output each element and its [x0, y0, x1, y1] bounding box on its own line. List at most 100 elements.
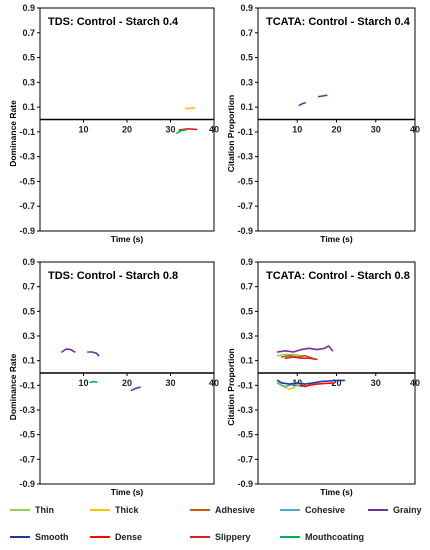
y-tick-label: 0.1: [22, 356, 35, 366]
series-line: [89, 380, 98, 384]
series-line: [300, 382, 334, 388]
y-tick-label: -0.1: [237, 127, 253, 137]
y-tick-label: 0.5: [240, 306, 253, 316]
legend-label: Cohesive: [305, 505, 345, 515]
y-tick-label: -0.9: [19, 479, 35, 489]
legend-label: Slippery: [215, 532, 251, 542]
chart-panel: 0.90.70.50.30.1-0.1-0.3-0.5-0.7-0.910 20 3…: [226, 257, 420, 497]
y-tick-label: -0.9: [19, 226, 35, 236]
legend-item: Mouthcoating: [280, 532, 364, 542]
legend-item: Adhesive: [190, 505, 255, 515]
series-line: [298, 102, 306, 107]
y-tick-label: -0.9: [237, 226, 253, 236]
y-tick-label: -0.7: [19, 454, 35, 464]
series-line: [178, 128, 198, 131]
legend-label: Thin: [35, 505, 54, 515]
x-tick-label: 40: [410, 125, 420, 135]
y-tick-label: 0.5: [22, 53, 35, 63]
y-tick-label: 0.9: [240, 3, 253, 13]
y-tick-label: 0.7: [22, 282, 35, 292]
y-tick-label: -0.7: [237, 201, 253, 211]
y-tick-label: -0.5: [19, 430, 35, 440]
y-tick-label: 0.5: [22, 306, 35, 316]
y-tick-label: -0.3: [237, 405, 253, 415]
legend-label: Thick: [115, 505, 140, 515]
y-tick-label: -0.7: [237, 454, 253, 464]
y-tick-label: -0.1: [19, 380, 35, 390]
legend-label: Grainy: [393, 505, 422, 515]
x-tick-label: 20: [122, 378, 132, 388]
chart-title: TDS: Control - Starch 0.4: [48, 16, 179, 28]
y-tick-label: -0.5: [237, 430, 253, 440]
series-line: [276, 379, 346, 385]
x-tick-label: 30: [371, 378, 381, 388]
y-tick-label: 0.9: [22, 257, 35, 267]
series-line: [276, 382, 306, 388]
x-tick-label: 30: [165, 378, 175, 388]
chart-title: TCATA: Control - Starch 0.4: [266, 16, 411, 28]
series-line: [176, 129, 187, 134]
legend-item: Cohesive: [280, 505, 345, 515]
chart-panel: 0.90.70.50.30.1-0.1-0.3-0.5-0.7-0.910 20 3…: [226, 3, 420, 244]
x-tick-label: 40: [410, 378, 420, 388]
y-tick-label: 0.3: [22, 331, 35, 341]
chart-title: TCATA: Control - Starch 0.8: [266, 270, 410, 282]
y-tick-label: 0.7: [240, 28, 253, 38]
y-tick-label: -0.7: [19, 201, 35, 211]
y-tick-label: 0.3: [240, 331, 253, 341]
y-tick-label: 0.3: [22, 77, 35, 87]
legend: Thin Thick Adhesive Cohesive Grainy Smooth Den…: [10, 505, 422, 542]
legend-item: Thick: [90, 505, 140, 515]
chart-title: TDS: Control - Starch 0.8: [48, 270, 178, 282]
legend-item: Dense: [90, 532, 142, 542]
series-line: [284, 356, 318, 361]
chart-panel: 0.9 0.7 0.5 0.3 0.1 -0.1 -0.3 -0.5 -0.7 -0.9 10 20 3…: [8, 3, 219, 244]
legend-label: Adhesive: [215, 505, 255, 515]
x-tick-label: 10: [78, 125, 88, 135]
y-tick-label: -0.3: [19, 152, 35, 162]
x-axis-label: Time (s): [111, 234, 144, 244]
series-line: [184, 106, 196, 110]
y-tick-label: -0.1: [237, 380, 253, 390]
y-tick-label: 0.7: [22, 28, 35, 38]
x-axis-label: Time (s): [320, 234, 353, 244]
y-tick-label: 0.1: [240, 356, 253, 366]
y-tick-label: 0.7: [240, 282, 253, 292]
x-tick-label: 30: [165, 125, 175, 135]
y-tick-label: -0.9: [237, 479, 253, 489]
x-tick-label: 10: [292, 125, 302, 135]
series-line: [317, 94, 328, 98]
y-tick-label: 0.5: [240, 53, 253, 63]
series-line: [276, 345, 334, 353]
legend-item: Thin: [10, 505, 54, 515]
x-tick-label: 30: [371, 125, 381, 135]
y-tick-label: -0.3: [237, 152, 253, 162]
x-axis-label: Time (s): [111, 487, 144, 497]
y-axis-label: Dominance Rate: [8, 100, 18, 167]
x-tick-label: 40: [209, 378, 219, 388]
x-tick-label: 20: [122, 125, 132, 135]
legend-item: Grainy: [368, 505, 422, 515]
y-tick-label: 0.1: [22, 102, 35, 112]
y-tick-label: -0.3: [19, 405, 35, 415]
x-axis-label: Time (s): [320, 487, 353, 497]
y-axis-label: Citation Proportion: [226, 95, 236, 172]
y-tick-label: 0.9: [22, 3, 35, 13]
legend-item: Slippery: [190, 532, 251, 542]
y-tick-label: -0.5: [19, 176, 35, 186]
legend-item: Smooth: [10, 532, 69, 542]
x-tick-label: 40: [209, 125, 219, 135]
y-tick-label: -0.1: [19, 127, 35, 137]
series-line: [60, 348, 76, 353]
y-axis-label: Citation Proportion: [226, 348, 236, 425]
y-tick-label: 0.1: [240, 102, 253, 112]
y-tick-label: -0.5: [237, 176, 253, 186]
x-tick-label: 20: [331, 378, 341, 388]
x-tick-label: 20: [331, 125, 341, 135]
legend-label: Dense: [115, 532, 142, 542]
series-line: [130, 386, 141, 392]
series-line: [87, 351, 100, 357]
chart-panel: 0.9 0.7 0.5 0.3 0.1 -0.1 -0.3 -0.5 -0.7 -0.9 10 20 3…: [8, 257, 219, 497]
x-tick-label: 10: [78, 378, 88, 388]
